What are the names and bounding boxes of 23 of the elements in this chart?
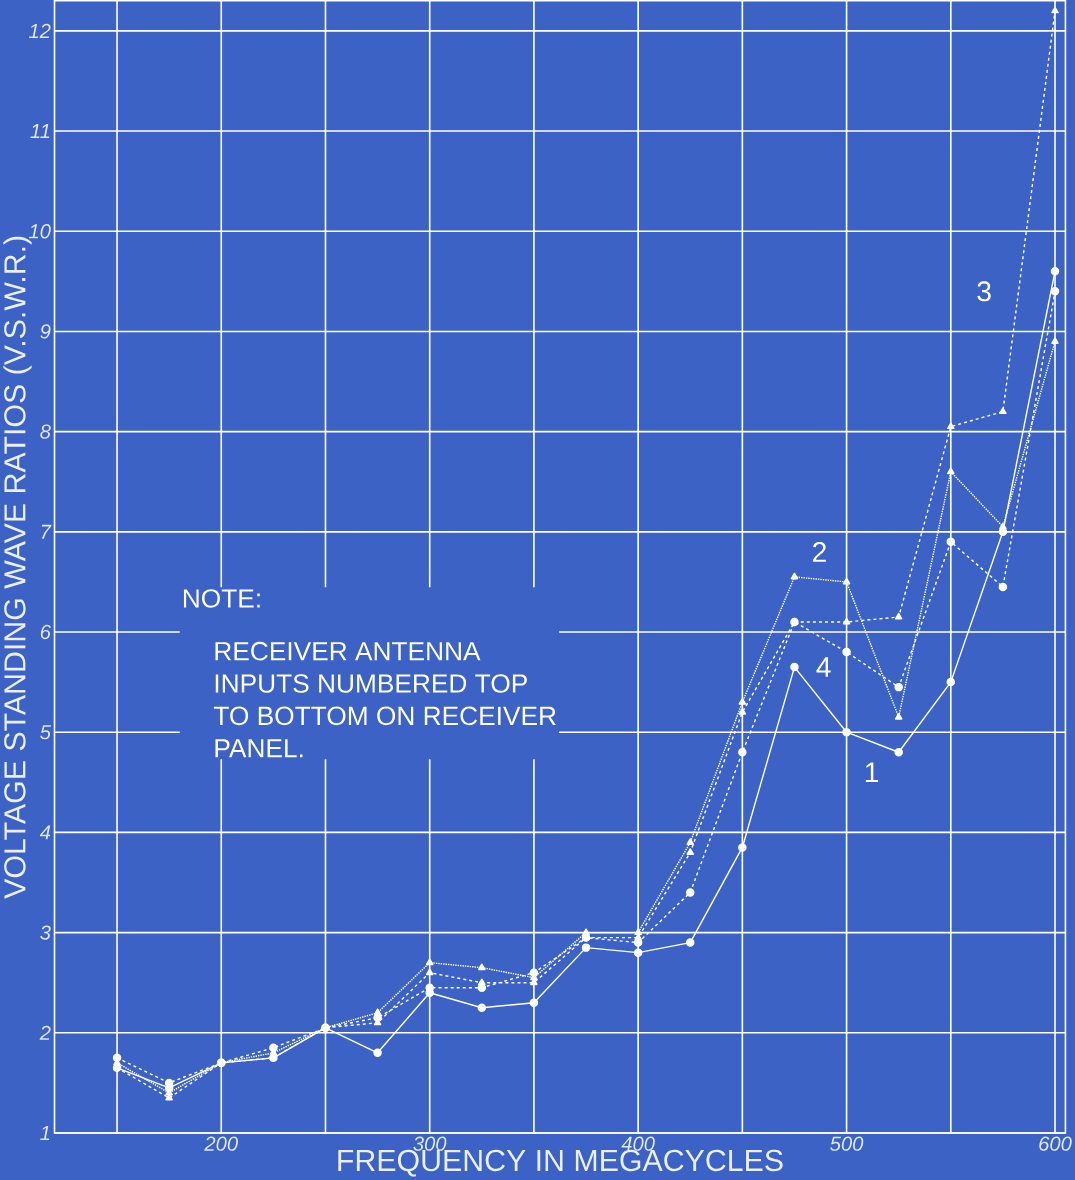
- y-tick-label: 2: [39, 1025, 51, 1040]
- y-tick-label: 5: [40, 725, 51, 740]
- y-tick-label: 1: [40, 1126, 50, 1140]
- y-tick-label: 4: [39, 825, 51, 840]
- y-tick-label: 9: [40, 324, 51, 339]
- y-tick-label: 7: [41, 524, 52, 539]
- series-label: 3: [977, 281, 991, 302]
- x-tick-label: 500: [830, 1136, 864, 1151]
- y-tick-label: 12: [28, 23, 51, 38]
- annotation: NOTE:: [183, 589, 260, 608]
- x-tick-label: 200: [204, 1136, 238, 1151]
- x-tick-label: 400: [621, 1136, 655, 1151]
- y-tick-label: 6: [40, 624, 51, 640]
- series-label: 1: [865, 762, 878, 783]
- y-tick-label: 8: [40, 424, 51, 439]
- annotation: RECEIVER ANTENNA INPUTS NUMBERED TOP TO BOTTOM ON RECEIVER PANEL.: [213, 641, 556, 758]
- series-label: 2: [812, 541, 826, 562]
- series-label: 4: [816, 657, 831, 677]
- x-tick-label: 300: [413, 1136, 447, 1151]
- y-tick-label: 11: [30, 124, 50, 139]
- x-tick-label: 600: [1039, 1136, 1072, 1151]
- y-tick-label: 3: [40, 925, 51, 940]
- x-axis-title: FREQUENCY IN MEGACYCLES: [338, 1149, 783, 1177]
